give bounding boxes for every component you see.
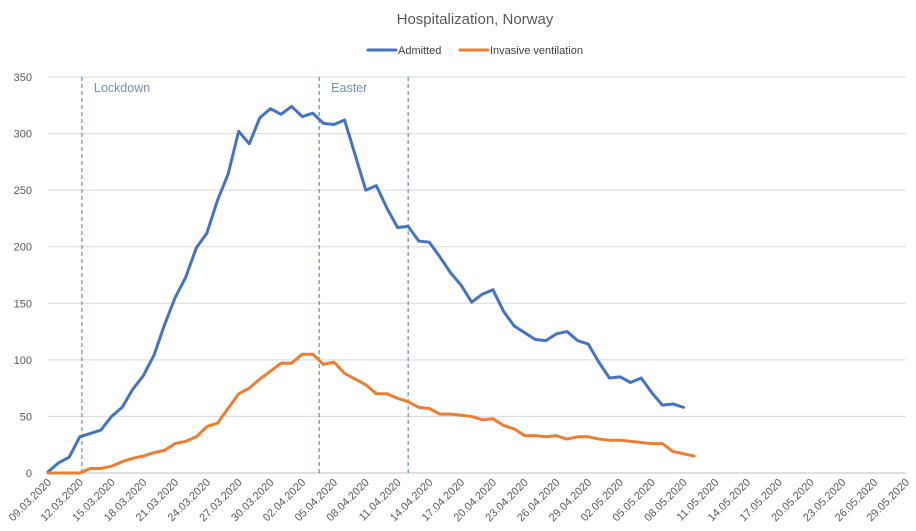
- series-lines: [46, 104, 696, 475]
- annotation-label: Easter: [331, 81, 367, 95]
- y-tick-label: 50: [20, 411, 32, 423]
- series-line-invasive-ventilation: [46, 352, 696, 475]
- x-axis-ticks: 09.03.202012.03.202015.03.202018.03.2020…: [7, 477, 912, 524]
- y-tick-label: 300: [14, 129, 32, 141]
- legend-label: Admitted: [398, 45, 441, 57]
- y-tick-label: 0: [26, 468, 32, 480]
- y-tick-label: 150: [14, 298, 32, 310]
- annotations: Lockdown Easter: [81, 77, 409, 473]
- y-tick-label: 250: [14, 185, 32, 197]
- y-tick-label: 100: [14, 355, 32, 367]
- gridlines: [48, 76, 906, 417]
- annotation-label: Lockdown: [94, 81, 150, 95]
- series-line-admitted: [46, 104, 686, 474]
- y-tick-label: 350: [14, 72, 32, 84]
- y-axis-ticks: 0 50 100 150 200 250 300 350: [14, 72, 32, 480]
- legend-label: Invasive ventilation: [490, 45, 583, 57]
- y-tick-label: 200: [14, 242, 32, 254]
- chart-title: Hospitalization, Norway: [397, 11, 554, 28]
- chart-legend: Admitted Invasive ventilation: [366, 45, 583, 57]
